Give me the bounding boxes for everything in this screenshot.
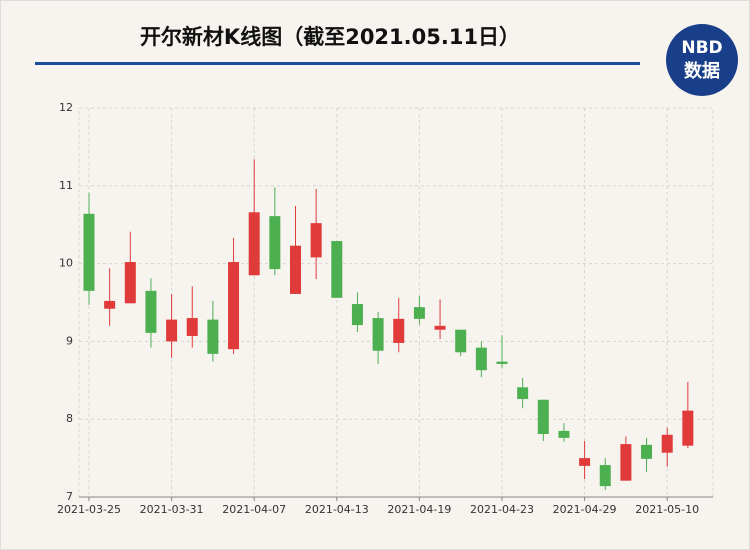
y-tick-label: 9 [66,334,73,347]
y-tick-label: 10 [59,257,73,270]
x-tick-label: 2021-04-19 [387,503,451,516]
candle-body [290,245,301,294]
candle-body [372,318,384,351]
candle-body [641,444,653,459]
candle-body [682,410,694,446]
x-tick-label: 2021-04-23 [470,503,534,516]
x-tick-label: 2021-04-13 [305,503,369,516]
candle-body [579,458,591,466]
candle-body [537,399,549,434]
candle-body [207,319,219,354]
logo-text: 数据 [684,60,720,82]
x-tick-label: 2021-03-25 [57,503,121,516]
candle-body [599,465,611,487]
candle-body [269,216,281,270]
candle-body [351,304,363,326]
x-tick-label: 2021-04-07 [222,503,286,516]
title-rule [35,62,640,65]
candle-body [475,347,487,371]
candle-body [228,262,240,350]
candle-body [517,387,529,399]
candle-body [186,318,198,336]
y-tick-label: 8 [66,412,73,425]
candle-body [434,325,446,330]
candle-body [83,213,95,291]
candle-body [413,307,425,319]
candle-body [455,329,467,353]
candle-body [310,223,322,258]
logo-badge [666,24,738,96]
candle-body [661,434,673,453]
x-tick-label: 2021-05-10 [635,503,699,516]
candle-body [166,319,178,342]
y-tick-label: 7 [66,490,73,503]
candle-body [145,290,157,333]
candle-body [558,430,570,438]
candle-body [331,241,343,298]
candle-body [248,212,260,276]
y-tick-label: 12 [59,101,73,114]
x-tick-label: 2021-04-29 [553,503,617,516]
y-tick-label: 11 [59,179,73,192]
candle-body [104,300,116,309]
x-tick-label: 2021-03-31 [140,503,204,516]
candle-body [124,262,136,304]
candle-body [496,361,508,364]
candle-body [393,318,405,343]
candle-body [620,444,632,481]
logo-text: NBD [681,38,722,58]
chart-title: 开尔新材K线图（截至2021.05.11日） [140,25,520,49]
